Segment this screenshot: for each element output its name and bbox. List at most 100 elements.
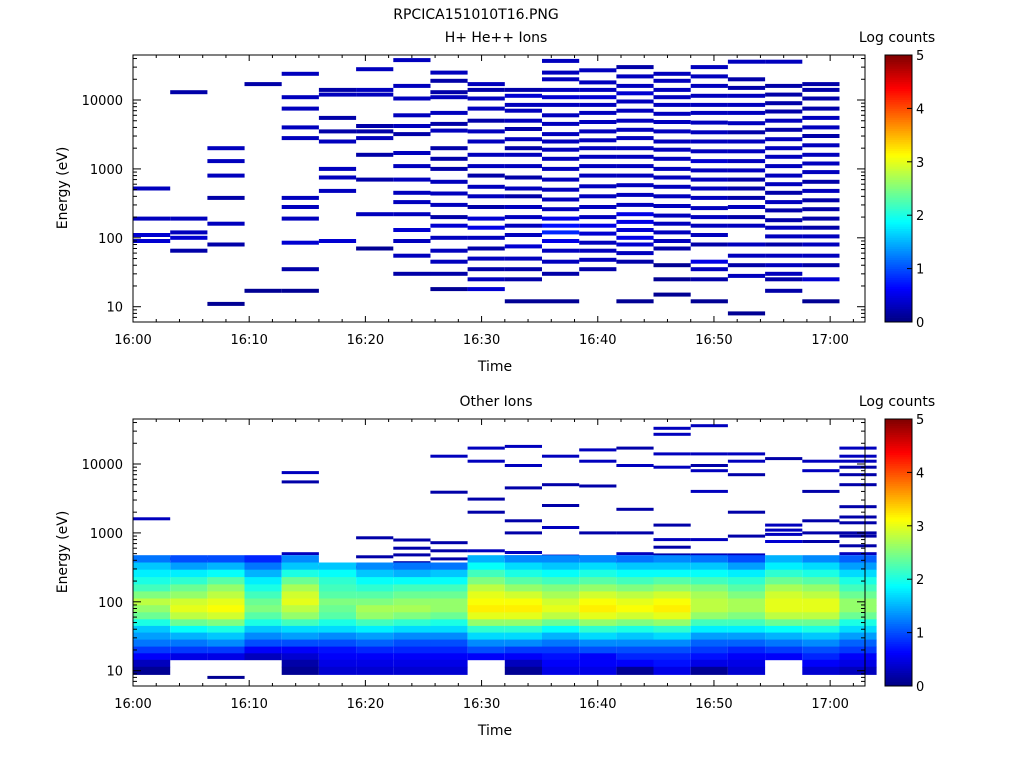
heatmap-cell xyxy=(690,538,728,542)
colorbar-swatch xyxy=(885,315,912,318)
heatmap-cell xyxy=(616,646,654,654)
heatmap-cell xyxy=(430,666,468,675)
heatmap-cell xyxy=(616,612,654,620)
heatmap-cell xyxy=(170,639,208,648)
colorbar-swatch xyxy=(885,66,912,69)
heatmap-cell xyxy=(430,549,468,553)
heatmap-cell xyxy=(653,659,691,668)
heatmap-cell xyxy=(616,659,654,668)
colorbar-swatch xyxy=(885,175,912,178)
heatmap-cell xyxy=(690,110,728,115)
heatmap-cell xyxy=(542,139,580,144)
colorbar-swatch xyxy=(885,512,912,516)
heatmap-cell xyxy=(244,653,282,661)
heatmap-cell xyxy=(653,646,691,654)
heatmap-cell xyxy=(170,619,208,627)
x-tick-label: 16:00 xyxy=(114,697,151,712)
heatmap-cell xyxy=(281,267,319,272)
heatmap-cell xyxy=(839,454,877,458)
heatmap-cell xyxy=(802,143,840,148)
heatmap-cell xyxy=(802,519,840,523)
heatmap-cell xyxy=(690,653,728,661)
colorbar-swatch xyxy=(885,277,912,281)
colorbar-swatch xyxy=(885,545,912,549)
colorbar-swatch xyxy=(885,126,912,129)
colorbar-swatch xyxy=(885,599,912,602)
colorbar-swatch xyxy=(885,561,912,565)
heatmap-cell xyxy=(467,267,505,272)
colorbar-swatch xyxy=(885,601,912,605)
heatmap-cell xyxy=(542,166,580,171)
heatmap-cell xyxy=(765,591,803,599)
heatmap-cell xyxy=(690,625,728,634)
colorbar-swatch xyxy=(885,208,912,212)
plot-frame xyxy=(132,418,866,687)
colorbar-swatch xyxy=(885,474,912,478)
heatmap-cell xyxy=(839,534,877,538)
colorbar-swatch xyxy=(885,115,912,118)
heatmap-cell xyxy=(467,612,505,620)
heatmap-cell xyxy=(356,591,394,599)
heatmap-cell xyxy=(690,639,728,648)
heatmap-cell xyxy=(393,653,431,661)
heatmap-cell xyxy=(579,194,617,199)
heatmap-cell xyxy=(356,577,394,585)
heatmap-cell xyxy=(393,96,431,101)
heatmap-cell xyxy=(802,253,840,258)
colorbar-swatch xyxy=(885,308,912,312)
y-tick-label: 100 xyxy=(98,232,123,247)
heatmap-cell xyxy=(430,490,468,494)
heatmap-cell xyxy=(542,577,580,585)
heatmap-cell xyxy=(207,562,245,571)
heatmap-cell xyxy=(616,202,654,207)
heatmap-cell xyxy=(839,591,877,599)
heatmap-cell xyxy=(765,59,803,64)
heatmap-cell xyxy=(616,619,654,627)
heatmap-cell xyxy=(690,277,728,282)
heatmap-cell xyxy=(542,223,580,228)
heatmap-cell xyxy=(430,248,468,253)
colorbar-swatch xyxy=(885,639,912,642)
heatmap-cell xyxy=(207,619,245,627)
heatmap-cell xyxy=(579,555,617,563)
heatmap-cell xyxy=(281,95,319,100)
colorbar-frame xyxy=(884,54,913,323)
heatmap-cell xyxy=(281,666,319,675)
colorbar-swatch xyxy=(885,250,912,254)
colorbar-swatch xyxy=(885,264,912,267)
heatmap-cell xyxy=(839,552,877,556)
heatmap-cell xyxy=(281,584,319,592)
heatmap-cell xyxy=(430,646,468,654)
heatmap-cell xyxy=(542,646,580,654)
heatmap-cell xyxy=(133,569,171,578)
heatmap-cell xyxy=(504,244,542,249)
y-ticks: 10 100 1000 10000 xyxy=(82,422,865,687)
heatmap-cell xyxy=(690,149,728,154)
heatmap-cell xyxy=(207,301,245,306)
heatmap-cell xyxy=(690,632,728,641)
colorbar-swatch xyxy=(885,270,912,274)
colorbar-swatch xyxy=(885,195,912,198)
heatmap-cell xyxy=(653,553,691,557)
heatmap-cell xyxy=(579,102,617,107)
heatmap-cell xyxy=(170,235,208,240)
heatmap-cell xyxy=(207,598,245,606)
heatmap-cell xyxy=(430,562,468,571)
heatmap-cell xyxy=(244,632,282,641)
colorbar-swatch xyxy=(885,528,912,531)
heatmap-cell xyxy=(616,598,654,606)
colorbar-swatch xyxy=(885,665,912,669)
colorbar-swatch xyxy=(885,481,912,484)
heatmap-cell xyxy=(504,102,542,107)
heatmap-cell xyxy=(430,625,468,634)
heatmap-cell xyxy=(727,473,766,477)
heatmap-cell xyxy=(542,483,580,487)
colorbar-swatch xyxy=(885,146,912,149)
heatmap-cell xyxy=(616,99,654,104)
heatmap-cell xyxy=(542,147,580,152)
heatmap-cell xyxy=(616,577,654,585)
heatmap-cell xyxy=(653,277,691,282)
colorbar-swatch xyxy=(885,306,912,310)
heatmap-cell xyxy=(281,577,319,585)
colorbar-swatch xyxy=(885,559,912,562)
